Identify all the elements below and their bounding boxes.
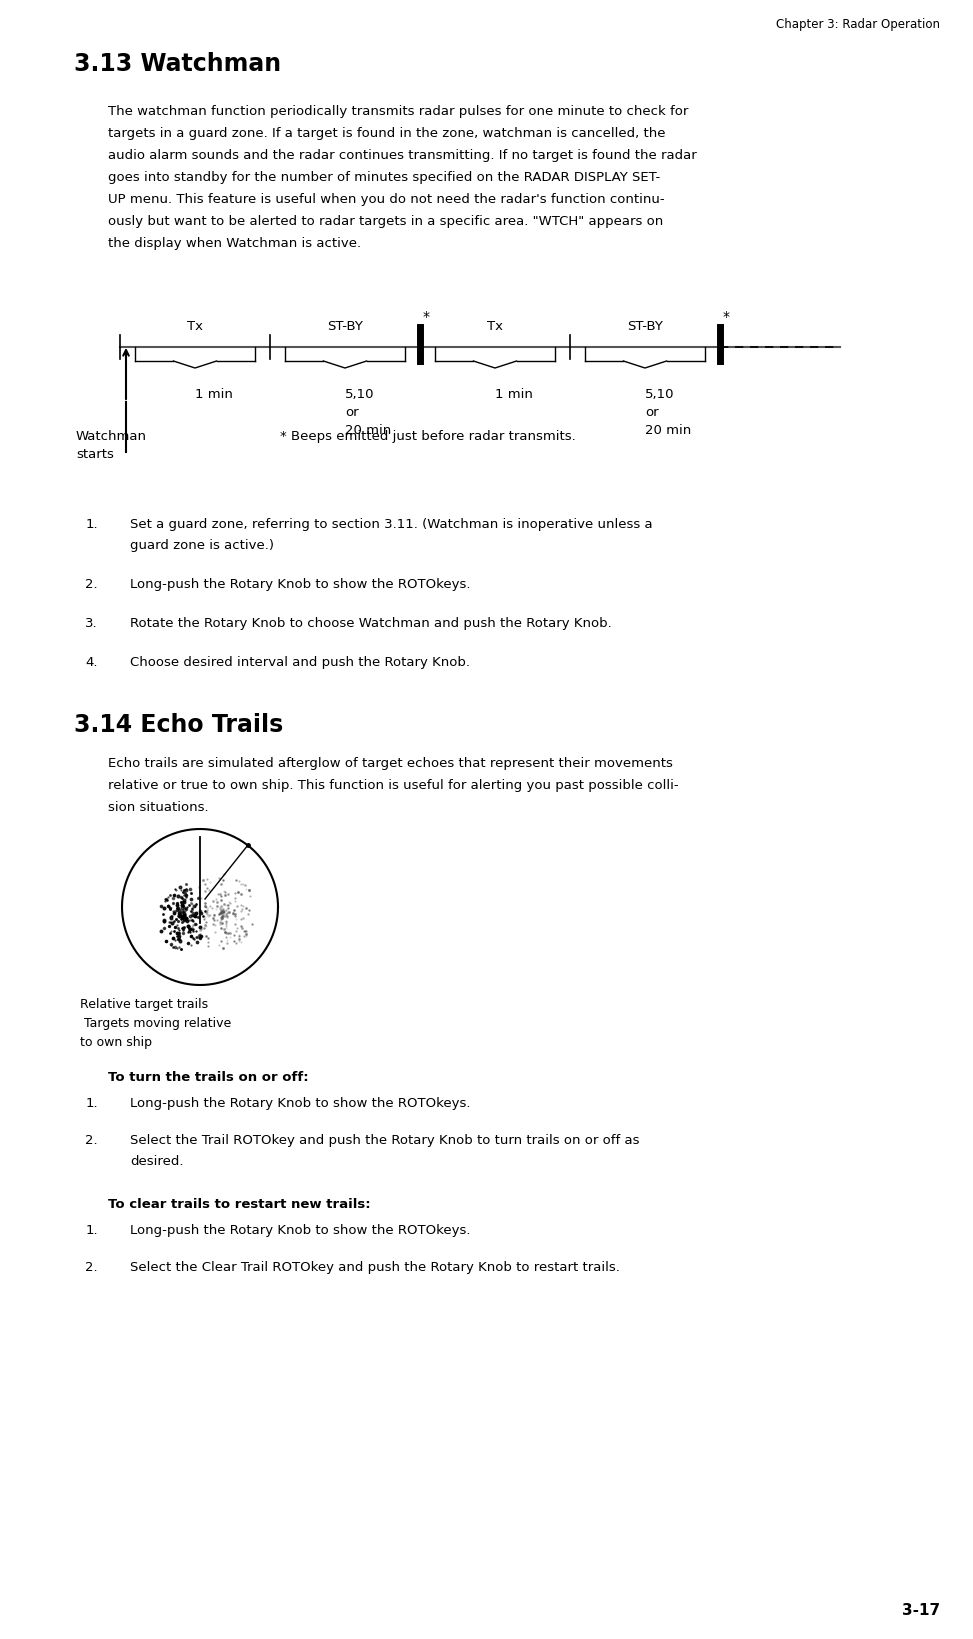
Text: targets in a guard zone. If a target is found in the zone, watchman is cancelled: targets in a guard zone. If a target is … (108, 126, 666, 139)
Text: relative or true to own ship. This function is useful for alerting you past poss: relative or true to own ship. This funct… (108, 779, 678, 792)
Text: Targets moving relative: Targets moving relative (80, 1016, 232, 1029)
Text: *: * (723, 310, 730, 325)
Text: 5,10
or
20 min: 5,10 or 20 min (345, 388, 391, 436)
Text: ST-BY: ST-BY (627, 320, 663, 333)
Text: UP menu. This feature is useful when you do not need the radar's function contin: UP menu. This feature is useful when you… (108, 193, 665, 207)
Text: To turn the trails on or off:: To turn the trails on or off: (108, 1070, 308, 1083)
Text: 2.: 2. (86, 1133, 98, 1146)
Text: Select the Trail ROTOkey and push the Rotary Knob to turn trails on or off as: Select the Trail ROTOkey and push the Ro… (130, 1133, 639, 1146)
Text: ously but want to be alerted to radar targets in a specific area. "WTCH" appears: ously but want to be alerted to radar ta… (108, 215, 664, 228)
Text: 1 min: 1 min (495, 388, 533, 402)
Text: Echo trails are simulated afterglow of target echoes that represent their moveme: Echo trails are simulated afterglow of t… (108, 757, 673, 770)
Text: The watchman function periodically transmits radar pulses for one minute to chec: The watchman function periodically trans… (108, 105, 688, 118)
Text: the display when Watchman is active.: the display when Watchman is active. (108, 238, 361, 249)
Text: *: * (422, 310, 429, 325)
Text: 1.: 1. (86, 1096, 98, 1110)
Text: goes into standby for the number of minutes specified on the RADAR DISPLAY SET-: goes into standby for the number of minu… (108, 170, 661, 184)
Text: 3.14 Echo Trails: 3.14 Echo Trails (74, 713, 283, 736)
Text: audio alarm sounds and the radar continues transmitting. If no target is found t: audio alarm sounds and the radar continu… (108, 149, 697, 162)
Text: * Beeps emitted just before radar transmits.: * Beeps emitted just before radar transm… (280, 429, 576, 443)
Text: 5,10
or
20 min: 5,10 or 20 min (645, 388, 691, 436)
Text: Long-push the Rotary Knob to show the ROTOkeys.: Long-push the Rotary Knob to show the RO… (130, 577, 471, 590)
Text: Tx: Tx (187, 320, 203, 333)
Text: 2.: 2. (86, 1260, 98, 1274)
Text: Chapter 3: Radar Operation: Chapter 3: Radar Operation (776, 18, 940, 31)
Text: Rotate the Rotary Knob to choose Watchman and push the Rotary Knob.: Rotate the Rotary Knob to choose Watchma… (130, 616, 612, 629)
Text: 3.13 Watchman: 3.13 Watchman (74, 52, 281, 75)
Text: desired.: desired. (130, 1154, 184, 1167)
Text: Select the Clear Trail ROTOkey and push the Rotary Knob to restart trails.: Select the Clear Trail ROTOkey and push … (130, 1260, 620, 1274)
Text: To clear trails to restart new trails:: To clear trails to restart new trails: (108, 1196, 371, 1210)
Text: 2.: 2. (86, 577, 98, 590)
Text: 1 min: 1 min (195, 388, 233, 402)
Text: Watchman
starts: Watchman starts (76, 429, 147, 461)
Text: 1.: 1. (86, 518, 98, 531)
Text: 3.: 3. (86, 616, 98, 629)
Text: Choose desired interval and push the Rotary Knob.: Choose desired interval and push the Rot… (130, 656, 470, 669)
Text: guard zone is active.): guard zone is active.) (130, 539, 274, 552)
Text: 1.: 1. (86, 1223, 98, 1236)
Text: sion situations.: sion situations. (108, 800, 208, 813)
Text: 3-17: 3-17 (902, 1601, 940, 1618)
Text: Long-push the Rotary Knob to show the ROTOkeys.: Long-push the Rotary Knob to show the RO… (130, 1223, 471, 1236)
Text: to own ship: to own ship (80, 1036, 152, 1049)
Text: Relative target trails: Relative target trails (80, 998, 208, 1010)
Text: 4.: 4. (86, 656, 98, 669)
Text: Long-push the Rotary Knob to show the ROTOkeys.: Long-push the Rotary Knob to show the RO… (130, 1096, 471, 1110)
Text: Set a guard zone, referring to section 3.11. (Watchman is inoperative unless a: Set a guard zone, referring to section 3… (130, 518, 653, 531)
Text: ST-BY: ST-BY (327, 320, 363, 333)
Text: Tx: Tx (487, 320, 503, 333)
